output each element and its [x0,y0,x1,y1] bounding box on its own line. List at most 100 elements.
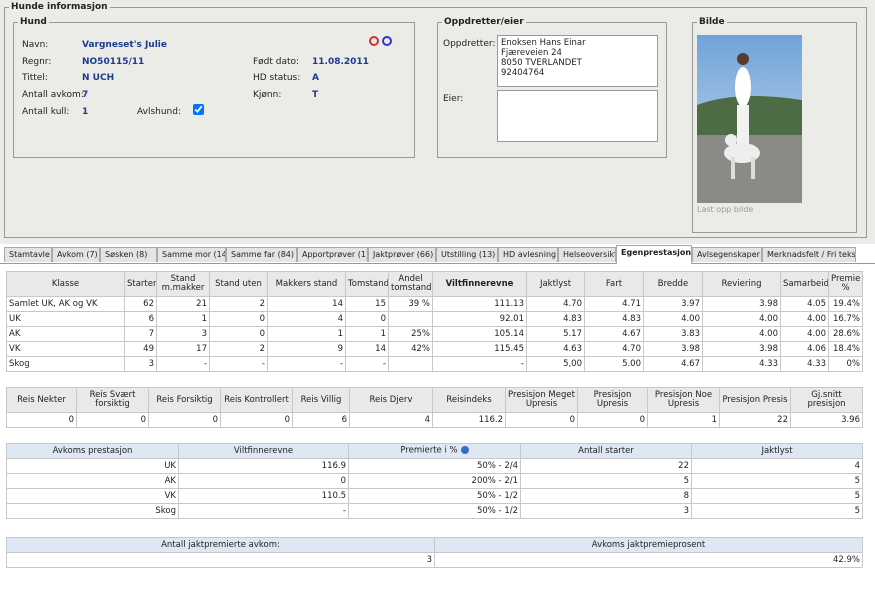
cell: 0 [77,413,149,428]
help-icon[interactable] [461,446,469,454]
tab[interactable]: Søsken (8) [100,247,157,262]
cell: 92.01 [433,312,527,327]
tab[interactable]: Avkom (7) [52,247,100,262]
cell: 4.06 [781,342,829,357]
field-label: Antall kull: [22,107,69,117]
column-header: Jaktlyst [527,272,585,297]
data-row: 000064116.2001223.96 [7,413,863,428]
data-row: 342.9% [7,553,863,568]
column-header: Avkoms jaktpremieprosent [435,538,863,553]
cell: 4.67 [644,357,703,372]
cell: 3 [125,357,157,372]
column-header: Premie % [829,272,863,297]
cell: UK [7,459,179,474]
upload-link[interactable]: Last opp bilde [697,205,753,214]
cell: 42% [389,342,433,357]
field-value: 11.08.2011 [312,57,369,67]
field-label: Navn: [22,40,48,50]
dog-legend: Hund [18,17,49,27]
photo-legend: Bilde [697,17,727,27]
cell: 5,00 [527,357,585,372]
tab[interactable]: Samme mor (14) [157,247,226,262]
tab[interactable]: HD avlesning [498,247,558,262]
field-value: NO50115/11 [82,57,144,67]
cell: 4.71 [585,297,644,312]
column-header: Reis Djerv [350,388,433,413]
cell: 3.98 [703,297,781,312]
breeder-line: Fjæreveien 24 [501,48,654,58]
cell: 14 [346,342,389,357]
owner-box[interactable] [497,90,658,142]
cell: - [179,504,349,519]
cell: 1 [268,327,346,342]
breeder-line: Enoksen Hans Einar [501,38,654,48]
cell [389,357,433,372]
tab[interactable]: Avlsegenskaper [692,247,762,262]
cell: 6 [293,413,350,428]
data-row: Skog3-----5,005.004.674.334.330% [7,357,863,372]
tab[interactable]: Jaktprøver (66) [368,247,436,262]
cell: - [210,357,268,372]
cell: 2 [210,342,268,357]
cell: 0 [506,413,578,428]
tab[interactable]: Apportprøver (1) [297,247,368,262]
column-header: Klasse [7,272,125,297]
column-header: Premierte i % [349,444,521,459]
field-label: HD status: [253,73,300,83]
cell: 28.6% [829,327,863,342]
field-value: 7 [82,90,88,100]
cell: 50% - 1/2 [349,489,521,504]
cell: 50% - 1/2 [349,504,521,519]
cell: 0 [7,413,77,428]
cell: 105.14 [433,327,527,342]
cell: 4 [350,413,433,428]
tab[interactable]: Egenprestasjon [616,245,692,264]
tab[interactable]: Samme far (84) [226,247,297,262]
cell: 4.00 [644,312,703,327]
column-header: Reis Kontrollert [221,388,293,413]
cell [389,312,433,327]
breeder-line: 8050 TVERLANDET [501,58,654,68]
tab[interactable]: Utstilling (13) [436,247,498,262]
cell: 18.4% [829,342,863,357]
column-header: Reviering [703,272,781,297]
data-row: AK7301125%105.145.174.673.834.004.0028.6… [7,327,863,342]
cell: - [433,357,527,372]
tab[interactable]: Merknadsfelt / Fri tekst [762,247,856,262]
cell: 0 [221,413,293,428]
column-header: Reis Nekter [7,388,77,413]
cell: 4.05 [781,297,829,312]
header-row: Avkoms prestasjonViltfinnerevnePremierte… [7,444,863,459]
header-row: Antall jaktpremierte avkom:Avkoms jaktpr… [7,538,863,553]
cell: 3.98 [644,342,703,357]
column-header: Reis Forsiktig [149,388,221,413]
cell: VK [7,489,179,504]
cell: AK [7,474,179,489]
cell: - [268,357,346,372]
cell: 3.98 [703,342,781,357]
cell: 4.33 [703,357,781,372]
performance-table: KlasseStarterStand m.makkerStand utenMak… [6,271,863,372]
offspring-summary-table: Antall jaktpremierte avkom:Avkoms jaktpr… [6,537,863,568]
tab[interactable]: Stamtavle [4,247,52,262]
cell: 3.83 [644,327,703,342]
cell: 39 % [389,297,433,312]
field-label: Kjønn: [253,90,281,100]
cell: 3 [7,553,435,568]
breeder-box[interactable]: Enoksen Hans EinarFjæreveien 248050 TVER… [497,35,658,87]
avlshund-checkbox[interactable] [193,104,204,115]
cell: 4.70 [527,297,585,312]
award-icons [368,35,394,49]
cell: 116.9 [179,459,349,474]
cell: 7 [125,327,157,342]
column-header: Starter [125,272,157,297]
cell: 4.83 [527,312,585,327]
column-header: Andel tomstand [389,272,433,297]
cell: AK [7,327,125,342]
cell: 49 [125,342,157,357]
tab[interactable]: Helseoversikt [558,247,616,262]
cell: 22 [521,459,692,474]
cell: 111.13 [433,297,527,312]
cell: 4.33 [781,357,829,372]
cell: Samlet UK, AK og VK [7,297,125,312]
